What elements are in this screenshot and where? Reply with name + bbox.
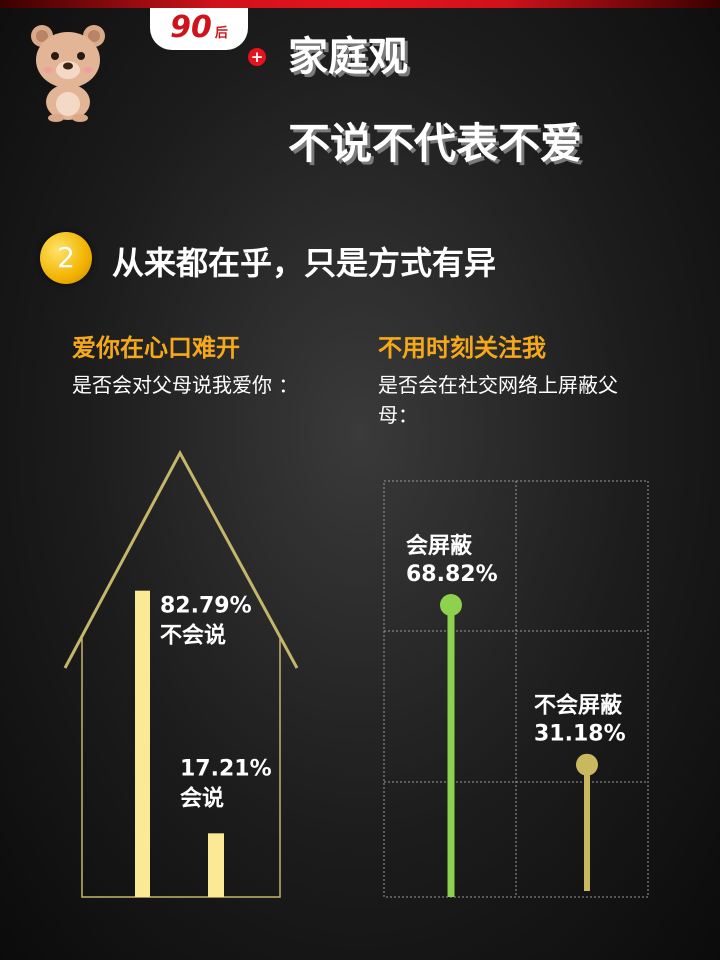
left-panel-question: 是否会对父母说我爱你 ： <box>72 373 299 397</box>
lollipop-value-label: 31.18% <box>534 722 626 747</box>
section-number-icon: 2 <box>40 232 92 284</box>
page-title: 家庭观 <box>288 34 408 80</box>
left-panel-heading: 爱你在心口难开 <box>72 334 240 362</box>
bar-value-label: 17.21% <box>180 756 272 781</box>
badge-suffix: 后 <box>214 26 228 41</box>
plus-icon: + <box>248 48 266 66</box>
bear-mascot-icon <box>31 25 105 122</box>
bar-not-say <box>135 590 150 897</box>
age-badge: 90 后 <box>150 8 248 50</box>
badge-number: 90 <box>170 10 212 45</box>
lollipop-head-block <box>440 593 462 616</box>
bar-category-label: 会说 <box>180 785 224 811</box>
lollipop-value-label: 68.82% <box>406 562 498 587</box>
bar-category-label: 不会说 <box>160 623 226 649</box>
section-title: 从来都在乎，只是方式有异 <box>112 244 497 282</box>
top-red-bar <box>0 0 720 8</box>
lollipop-category-label: 会屏蔽 <box>406 533 473 559</box>
house-roof <box>63 449 299 669</box>
house-walls <box>81 638 281 898</box>
lollipop-head-no-block <box>576 753 598 776</box>
grid-chart: 会屏蔽 68.82% 不会屏蔽 31.18% <box>383 480 649 898</box>
page-subtitle: 不说不代表不爱 <box>288 119 583 168</box>
right-panel-heading: 不用时刻关注我 <box>378 334 546 362</box>
right-panel-question: 是否会在社交网络上屏蔽父母： <box>378 373 618 427</box>
lollipop-category-label: 不会屏蔽 <box>534 693 623 719</box>
bar-value-label: 82.79% <box>160 594 252 619</box>
house-chart: 82.79% 不会说 17.21% 会说 <box>63 449 299 898</box>
bar-say <box>208 833 224 897</box>
